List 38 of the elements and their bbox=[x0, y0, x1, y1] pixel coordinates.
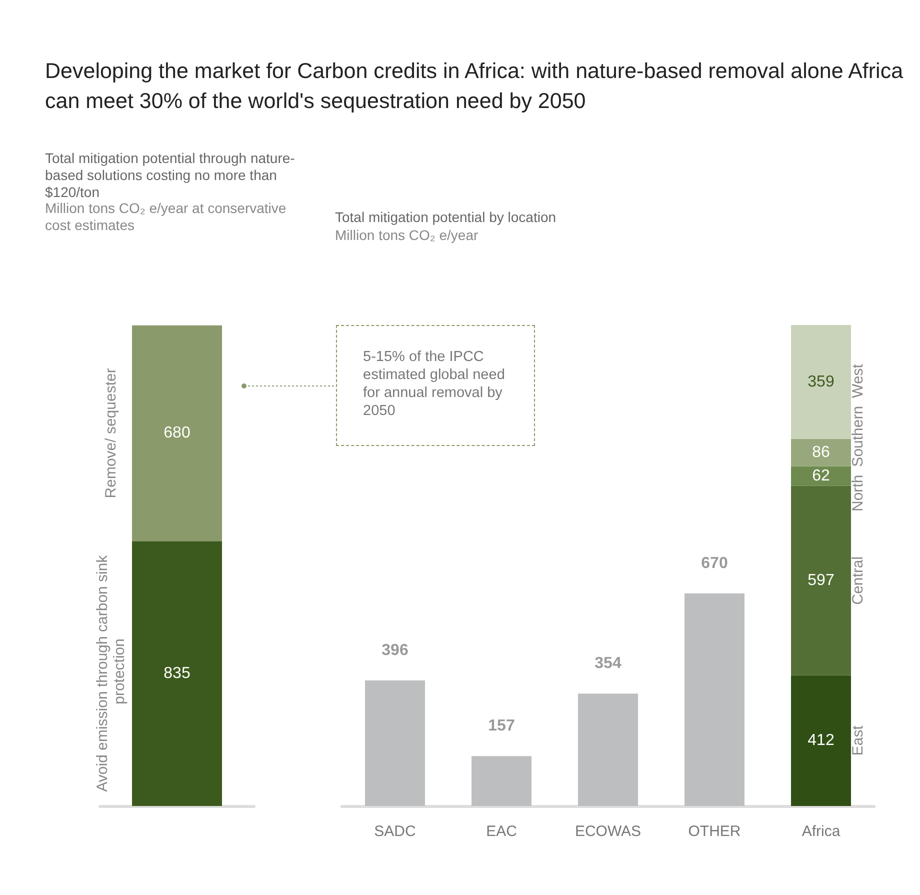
x-tick-label: Africa bbox=[802, 823, 841, 840]
bar bbox=[791, 325, 851, 439]
data-label: 396 bbox=[382, 642, 408, 659]
chart-title: Total mitigation potential by location bbox=[335, 208, 558, 227]
y-axis-title: Million tons CO₂ e/year bbox=[335, 227, 478, 243]
x-tick-label: SADC bbox=[374, 823, 416, 840]
data-label: 86 bbox=[812, 444, 830, 462]
x-tick-label: OTHER bbox=[688, 823, 741, 840]
bar bbox=[791, 675, 851, 806]
text: West bbox=[850, 363, 866, 398]
text: Developing the market for Carbon credits in Africa: with nature-based removal alone Africa can meet 30% of the world's sequestration need by 2050 bbox=[45, 58, 904, 116]
data-label: 62 bbox=[812, 468, 830, 485]
bar bbox=[472, 756, 532, 806]
data-label: 670 bbox=[701, 554, 728, 572]
data-label: 412 bbox=[808, 732, 834, 750]
text: Avoid emission through carbon sink protection bbox=[94, 554, 128, 792]
bar bbox=[365, 680, 425, 806]
text: Southern bbox=[850, 406, 866, 467]
bar bbox=[791, 466, 851, 486]
data-label: 835 bbox=[164, 665, 190, 682]
text: Remove/ sequester bbox=[102, 368, 120, 498]
text: East bbox=[850, 724, 866, 756]
annotation: 5-15% of the IPCC estimated global need for annual removal by 2050 bbox=[336, 325, 535, 446]
x-tick-label: ECOWAS bbox=[574, 823, 642, 840]
bar bbox=[684, 593, 744, 806]
data-label: 359 bbox=[808, 373, 834, 390]
data-label: 157 bbox=[488, 718, 515, 735]
bar bbox=[578, 694, 638, 806]
data-label: 680 bbox=[164, 424, 190, 442]
text: North bbox=[850, 474, 866, 512]
text: Central bbox=[850, 556, 866, 605]
data-label: 597 bbox=[808, 572, 834, 590]
bar bbox=[791, 438, 851, 466]
bar bbox=[791, 486, 851, 676]
data-label: 354 bbox=[594, 655, 622, 672]
y-axis-title: Million tons CO₂ e/year at conservative cost estimates bbox=[45, 200, 288, 234]
chart-subtitle: Total mitigation potential through nature-based solutions costing no more than $120/ton bbox=[45, 150, 296, 200]
x-tick-label: EAC bbox=[486, 823, 518, 840]
